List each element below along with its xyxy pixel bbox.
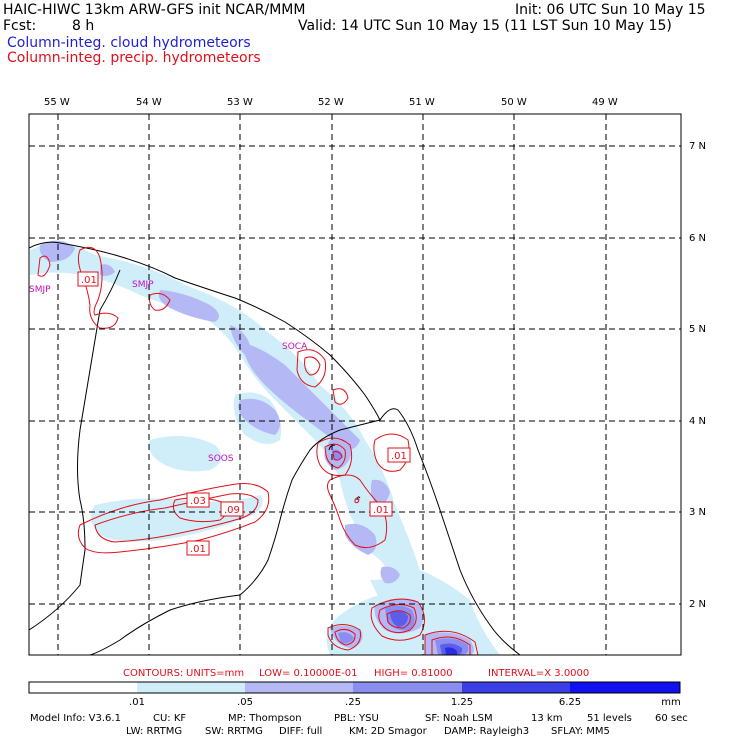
lon-label-54w: 54 W <box>136 97 162 108</box>
footer-damp: DAMP: Rayleigh3 <box>444 726 530 737</box>
footer-cu: CU: KF <box>153 713 187 724</box>
colorbar-tick-label: 6.25 <box>558 697 582 708</box>
lat-label-3n: 3 N <box>689 507 707 518</box>
colorbar-tick-label: .25 <box>345 697 361 708</box>
footer-resolution: 13 km <box>531 713 563 724</box>
contour-label: .01 <box>373 505 389 516</box>
contour-label: .01 <box>81 275 97 286</box>
model-title: HAIC-HIWC 13km ARW-GFS init NCAR/MMM <box>3 2 306 18</box>
contour-label: .09 <box>224 505 240 516</box>
map-frame <box>28 113 682 656</box>
init-time: Init: 06 UTC Sun 10 May 15 <box>515 2 706 18</box>
precip-field-title: Column-integ. precip. hydrometeors <box>7 50 261 66</box>
contour-label: .03 <box>190 496 206 507</box>
lat-label-2n: 2 N <box>689 599 707 610</box>
lon-label-50w: 50 W <box>501 97 527 108</box>
cloud-shading-darkest <box>445 647 457 655</box>
footer-sw: SW: RRTMG <box>205 726 263 737</box>
colorbar <box>28 681 681 694</box>
lat-label-5n: 5 N <box>689 324 707 335</box>
colorbar-bin <box>462 682 570 693</box>
colorbar-bin <box>570 682 680 693</box>
colorbar-unit: mm <box>661 697 681 708</box>
contours-label: CONTOURS: <box>123 668 184 679</box>
colorbar-tick-label: .01 <box>129 697 145 708</box>
station-labels: SMJP SMJP SOCA SOOS <box>29 280 308 464</box>
cloud-shading-light <box>30 243 500 655</box>
footer-pbl: PBL: YSU <box>334 713 379 724</box>
colorbar-tick-label: 1.25 <box>450 697 474 708</box>
lat-label-7n: 7 N <box>689 141 707 152</box>
contour-label: .01 <box>190 544 206 555</box>
colorbar-bin <box>137 682 245 693</box>
contour-label-text: .01 .01 .03 .09 .01 .01 <box>81 275 407 555</box>
footer-timestep: 60 sec <box>655 713 688 724</box>
lon-label-52w: 52 W <box>318 97 344 108</box>
colorbar-tick-label: .05 <box>237 697 253 708</box>
contour-label: .01 <box>391 451 407 462</box>
lon-label-51w: 51 W <box>409 97 435 108</box>
footer-model-info: Model Info: V3.6.1 <box>30 713 121 724</box>
lat-label-6n: 6 N <box>689 233 707 244</box>
footer-mp: MP: Thompson <box>228 713 302 724</box>
colorbar-bin <box>245 682 353 693</box>
colorbar-bin <box>29 682 137 693</box>
valid-time: Valid: 14 UTC Sun 10 May 15 (11 LST Sun … <box>298 18 672 34</box>
footer-lw: LW: RRTMG <box>126 726 183 737</box>
station-smpm: SMJP <box>132 280 154 290</box>
forecast-label: Fcst: <box>3 18 37 34</box>
lon-label-53w: 53 W <box>227 97 253 108</box>
lon-label-49w: 49 W <box>592 97 618 108</box>
station-soca: SOCA <box>282 342 308 352</box>
contours-high: HIGH= 0.81000 <box>374 668 453 679</box>
station-soos: SOOS <box>208 454 234 464</box>
footer-levels: 51 levels <box>587 713 632 724</box>
contours-interval: INTERVAL=X 3.0000 <box>488 668 590 679</box>
footer-diff: DIFF: full <box>279 726 323 737</box>
cloud-field-title: Column-integ. cloud hydrometeors <box>7 35 251 51</box>
coastlines <box>29 241 521 655</box>
lon-label-55w: 55 W <box>44 97 70 108</box>
footer-sflay: SFLAY: MM5 <box>551 726 610 737</box>
footer-km: KM: 2D Smagor <box>349 726 427 737</box>
lat-label-4n: 4 N <box>689 416 707 427</box>
contour-label-boxes <box>77 271 411 556</box>
lat-lon-grid <box>29 114 681 655</box>
colorbar-bin <box>353 682 462 693</box>
footer-sf: SF: Noah LSM <box>425 713 493 724</box>
station-smjp: SMJP <box>29 285 51 295</box>
contours-units: UNITS=mm <box>186 668 245 679</box>
contours-low: LOW= 0.10000E-01 <box>259 668 358 679</box>
forecast-hours: 8 h <box>72 18 95 34</box>
